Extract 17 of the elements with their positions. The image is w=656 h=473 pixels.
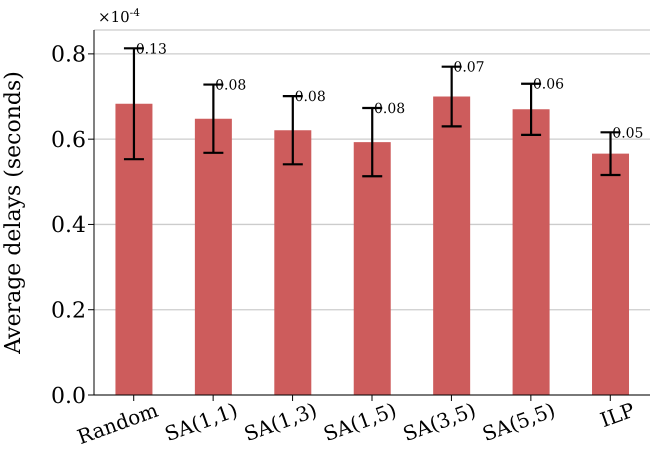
bar [354,142,391,395]
y-axis-title: Average delays (seconds) [0,71,26,355]
annotation: 0.06 [532,76,564,93]
y-tick-label: 0.8 [51,42,86,68]
bar [115,104,152,395]
y-tick-label: 0.0 [51,384,86,409]
bar [274,130,312,395]
y-tick-label: 0.2 [51,298,86,324]
bar [512,109,550,395]
y-tick-label: 0.6 [51,128,86,153]
bar [194,118,232,395]
annotation: 0.05 [612,125,644,142]
bar [592,154,630,395]
y-tick-label: 0.4 [51,213,86,238]
text: ×10$^{-4}$ [98,7,140,26]
x-tick-label: ILP [597,398,638,432]
bar [433,96,470,395]
